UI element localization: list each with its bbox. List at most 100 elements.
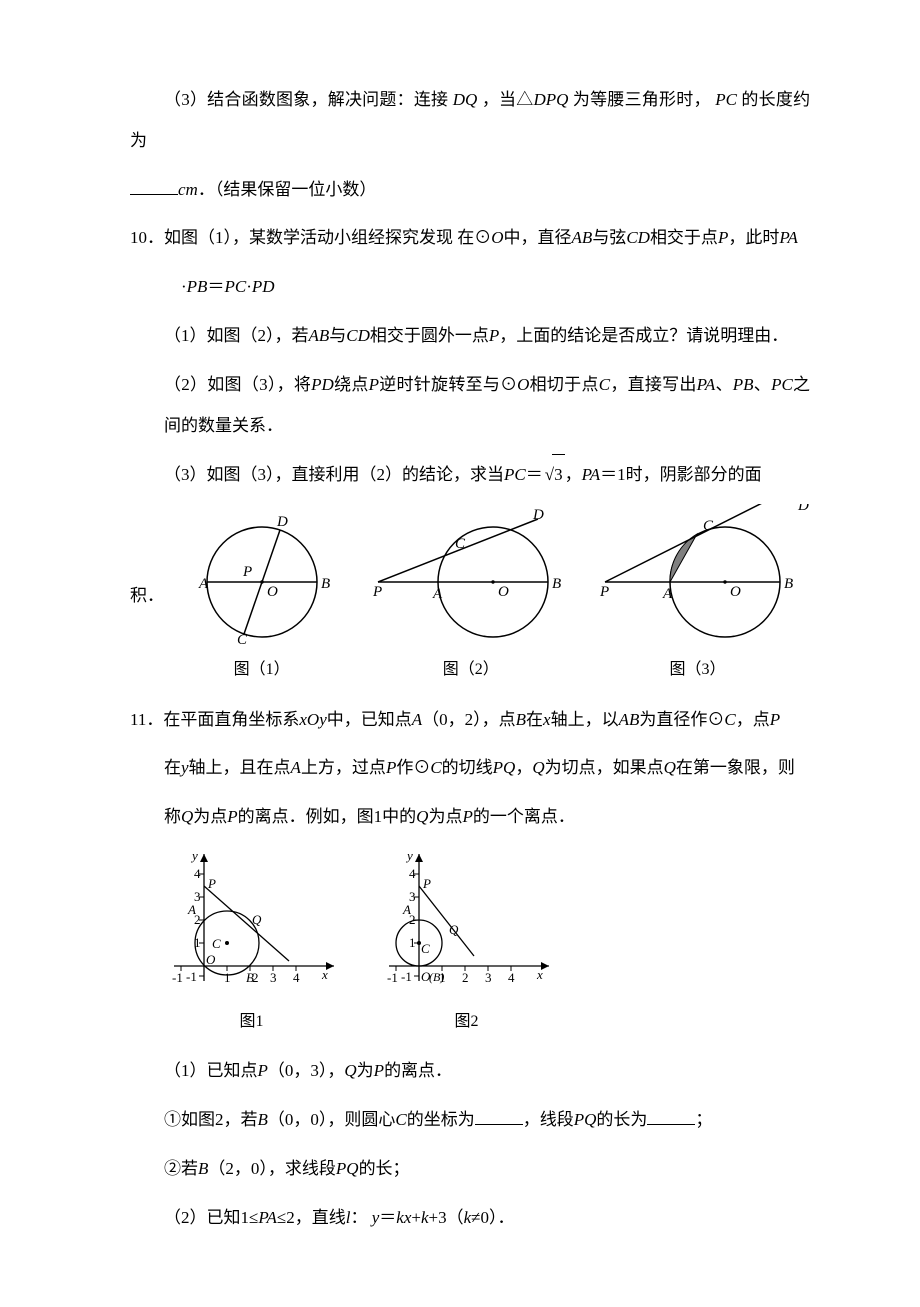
var-B: B (516, 710, 526, 729)
coordinate-diagram-1: -1 1 B 2 3 4 -1 1 2 3 4 O A P C Q x y (164, 846, 339, 1001)
svg-text:P: P (207, 876, 216, 891)
text: 积． (130, 586, 164, 605)
var-P: P (718, 228, 728, 247)
var-y: y (181, 758, 189, 777)
svg-text:B: B (784, 576, 793, 592)
var-P: P (462, 807, 472, 826)
q10-figures-row: 积． A B C D O P 图（1） (130, 504, 810, 689)
q10-fig2: P A B C D O 图（2） (363, 504, 578, 689)
svg-text:Q: Q (449, 922, 459, 937)
circle-diagram-2: P A B C D O (363, 504, 578, 649)
text: ，线段 (523, 1110, 574, 1129)
svg-text:O: O (267, 584, 278, 600)
text: ， (515, 758, 532, 777)
text: 相交于点 (650, 228, 718, 247)
eq: ＝ (379, 1208, 396, 1227)
text: 为点 (193, 807, 227, 826)
text: 为直径作⊙ (639, 710, 724, 729)
text: 如图（1），某数学活动小组经探究发现 在⊙ (164, 228, 491, 247)
text: ．（结果保留一位小数） (198, 180, 377, 199)
svg-text:P: P (242, 564, 252, 580)
svg-text:1: 1 (224, 970, 231, 985)
text: ，当△ (482, 90, 534, 109)
var-PC: PC (715, 90, 737, 109)
q10-p3-tail: 积． (130, 576, 160, 617)
var-PD: PD (252, 277, 275, 296)
q11-fig2: -1 1 2 3 4 -1 1 2 3 4 O (B) A P C Q x y … (379, 846, 554, 1041)
svg-text:P: P (599, 584, 609, 600)
text: 相切于点 (529, 375, 598, 394)
text: ②若 (164, 1159, 198, 1178)
text: （1）已知点 (164, 1061, 258, 1080)
var-B: B (198, 1159, 208, 1178)
var-AB: AB (309, 326, 330, 345)
var-PB: PB (733, 375, 754, 394)
var-P: P (369, 375, 379, 394)
svg-text:x: x (536, 967, 543, 982)
var-PA: PA (779, 228, 798, 247)
svg-text:D: D (276, 514, 288, 530)
text: 与弦 (592, 228, 626, 247)
q11-fig1: -1 1 B 2 3 4 -1 1 2 3 4 O A P C Q x y 图1 (164, 846, 339, 1041)
text: 中，已知点 (327, 710, 412, 729)
svg-text:-1: -1 (401, 969, 412, 984)
text: ，此时 (728, 228, 779, 247)
svg-text:A: A (198, 576, 209, 592)
fig-caption: 图（1） (167, 651, 357, 689)
var-PB: PB (187, 277, 208, 296)
circle-diagram-1: A B C D O P (167, 504, 357, 649)
svg-text:-1: -1 (186, 969, 197, 984)
svg-text:3: 3 (485, 970, 492, 985)
text: 的离点．例如，图1中的 (238, 807, 417, 826)
q10-intro: 10．如图（1），某数学活动小组经探究发现 在⊙O中，直径AB与弦CD相交于点P… (130, 218, 810, 259)
q9-part3: （3）结合函数图象，解决问题：连接 DQ ，当△DPQ 为等腰三角形时， PC … (130, 80, 810, 162)
text: 绕点 (334, 375, 369, 394)
text: 轴上，以 (551, 710, 619, 729)
text: ，直接写出 (610, 375, 697, 394)
text: 、 (715, 375, 733, 394)
q10-intro-eq: ·PB＝PC·PD (164, 267, 810, 308)
text: 作⊙ (396, 758, 430, 777)
var-Q: Q (532, 758, 544, 777)
var-DQ: DQ (453, 90, 478, 109)
svg-text:-1: -1 (172, 970, 183, 985)
svg-text:C: C (237, 632, 248, 648)
q11-p1a: ①如图2，若B（0，0），则圆心C的坐标为，线段PQ的长为； (164, 1100, 810, 1141)
text: ≤2，直线 (277, 1208, 346, 1227)
plus: + (411, 1208, 421, 1227)
var-O: O (491, 228, 503, 247)
text: 称 (164, 807, 181, 826)
text: 的一个离点． (473, 807, 575, 826)
q10-p1: （1）如图（2），若AB与CD相交于圆外一点P，上面的结论是否成立？请说明理由． (164, 316, 810, 357)
svg-text:1: 1 (409, 935, 416, 950)
var-C: C (599, 375, 610, 394)
text: 逆时针旋转至与⊙ (379, 375, 517, 394)
text: （0，2） (422, 710, 482, 729)
svg-text:B: B (321, 576, 330, 592)
svg-text:4: 4 (508, 970, 515, 985)
fill-blank (475, 1104, 523, 1125)
text: 在 (164, 758, 181, 777)
circle-diagram-3: P A B C D O (585, 504, 810, 649)
text: ≠0）． (471, 1208, 514, 1227)
text: 在 (526, 710, 543, 729)
svg-text:4: 4 (409, 866, 416, 881)
var-PA: PA (258, 1208, 277, 1227)
var-Q: Q (664, 758, 676, 777)
q11-intro-l2: 在y轴上，且在点A上方，过点P作⊙C的切线PQ，Q为切点，如果点Q在第一象限，则 (164, 748, 810, 789)
svg-text:O: O (206, 952, 216, 967)
text: 的坐标为 (407, 1110, 475, 1129)
q-number: 11． (130, 710, 163, 729)
svg-text:Q: Q (252, 912, 262, 927)
var-P: P (258, 1061, 268, 1080)
var-PD: PD (311, 375, 334, 394)
text: 在平面直角坐标系 (163, 710, 299, 729)
svg-text:D: D (532, 507, 544, 523)
eq: ＝ (207, 277, 224, 296)
fig-caption: 图（3） (585, 651, 810, 689)
var-P: P (386, 758, 396, 777)
svg-text:A: A (432, 586, 443, 602)
var-PA: PA (582, 465, 601, 484)
var-kx: kx (396, 1208, 411, 1227)
text: ； (695, 1110, 712, 1129)
